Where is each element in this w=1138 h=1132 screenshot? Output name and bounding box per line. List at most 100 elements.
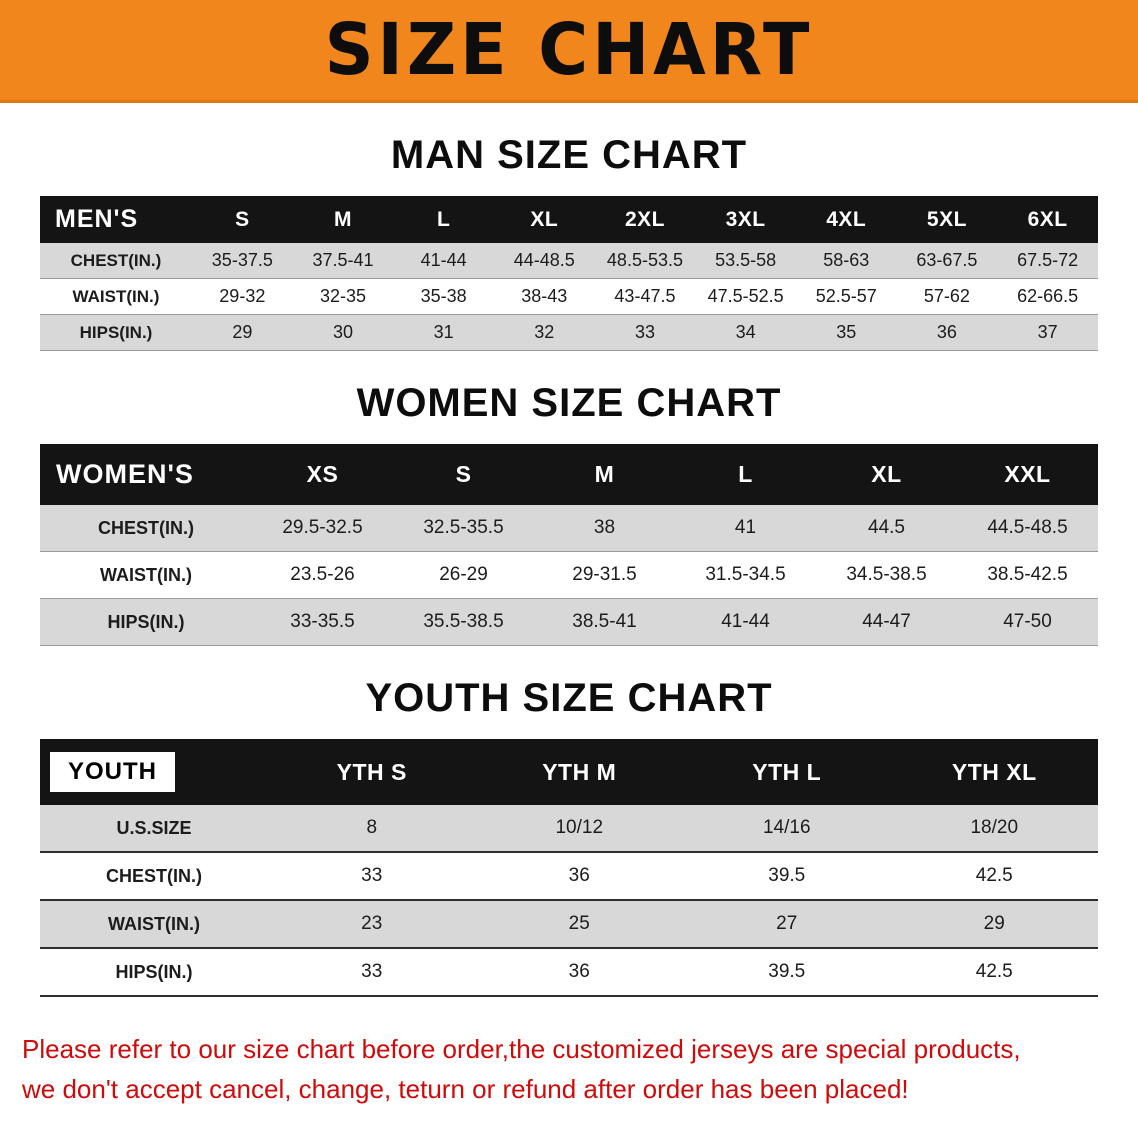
- row-label: WAIST(IN.): [40, 551, 252, 599]
- youth-ussize-row: U.S.SIZE 8 10/12 14/16 18/20: [40, 805, 1098, 853]
- youth-size-header: YTH XL: [890, 739, 1098, 805]
- size-value: 23: [268, 900, 476, 949]
- size-value: 42.5: [890, 852, 1098, 901]
- women-size-header: M: [534, 444, 675, 505]
- size-value: 31: [393, 314, 494, 351]
- size-value: 25: [475, 900, 683, 949]
- size-value: 63-67.5: [896, 243, 998, 279]
- size-value: 62-66.5: [997, 278, 1098, 315]
- size-value: 47-50: [957, 598, 1098, 646]
- size-value: 47.5-52.5: [695, 278, 796, 315]
- size-value: 38-43: [493, 278, 595, 315]
- size-value: 10/12: [475, 805, 683, 853]
- men-size-header: M: [292, 196, 394, 243]
- youth-header-row: YOUTH YTH S YTH M YTH L YTH XL: [40, 739, 1098, 805]
- size-value: 41-44: [675, 598, 816, 646]
- disclaimer-line-1: Please refer to our size chart before or…: [22, 1034, 1021, 1064]
- size-value: 36: [896, 314, 998, 351]
- row-label: CHEST(IN.): [40, 243, 192, 279]
- men-size-header: 2XL: [594, 196, 696, 243]
- youth-size-header: YTH S: [268, 739, 476, 805]
- youth-hips-row: HIPS(IN.) 33 36 39.5 42.5: [40, 948, 1098, 997]
- row-label: CHEST(IN.): [40, 505, 252, 552]
- size-value: 8: [268, 805, 476, 853]
- size-value: 23.5-26: [252, 551, 393, 599]
- size-value: 32.5-35.5: [393, 505, 534, 552]
- size-value: 37: [997, 314, 1098, 351]
- women-size-header: XL: [816, 444, 957, 505]
- size-value: 39.5: [683, 948, 891, 997]
- youth-size-section: YOUTH SIZE CHART YOUTH YTH S YTH M YTH L…: [0, 676, 1138, 997]
- size-value: 34.5-38.5: [816, 551, 957, 599]
- men-size-header: XL: [493, 196, 595, 243]
- size-value: 67.5-72: [997, 243, 1098, 279]
- size-value: 42.5: [890, 948, 1098, 997]
- size-value: 37.5-41: [292, 243, 394, 279]
- row-label: HIPS(IN.): [40, 948, 268, 997]
- youth-size-header: YTH L: [683, 739, 891, 805]
- men-size-header: 6XL: [997, 196, 1098, 243]
- size-value: 43-47.5: [594, 278, 696, 315]
- men-section-heading: MAN SIZE CHART: [390, 133, 748, 177]
- size-value: 35-38: [393, 278, 494, 315]
- size-value: 33: [594, 314, 696, 351]
- women-waist-row: WAIST(IN.) 23.5-26 26-29 29-31.5 31.5-34…: [40, 551, 1098, 599]
- women-hips-row: HIPS(IN.) 33-35.5 35.5-38.5 38.5-41 41-4…: [40, 598, 1098, 646]
- women-section-heading: WOMEN SIZE CHART: [356, 381, 782, 425]
- youth-size-header: YTH M: [475, 739, 683, 805]
- youth-chest-row: CHEST(IN.) 33 36 39.5 42.5: [40, 852, 1098, 901]
- row-label: WAIST(IN.): [40, 278, 192, 315]
- men-table-title: MEN'S: [40, 196, 192, 243]
- women-size-table: WOMEN'S XS S M L XL XXL CHEST(IN.) 29.5-…: [40, 444, 1098, 646]
- men-size-header: L: [393, 196, 494, 243]
- youth-size-table: YOUTH YTH S YTH M YTH L YTH XL U.S.SIZE …: [40, 739, 1098, 997]
- men-size-header: 5XL: [896, 196, 998, 243]
- men-size-header: 3XL: [695, 196, 796, 243]
- size-value: 18/20: [890, 805, 1098, 853]
- size-value: 29-31.5: [534, 551, 675, 599]
- size-value: 27: [683, 900, 891, 949]
- size-value: 58-63: [795, 243, 897, 279]
- women-size-header: XS: [252, 444, 393, 505]
- women-size-header: S: [393, 444, 534, 505]
- size-value: 33: [268, 852, 476, 901]
- women-size-header: L: [675, 444, 816, 505]
- size-value: 41-44: [393, 243, 494, 279]
- size-value: 44-47: [816, 598, 957, 646]
- size-value: 29.5-32.5: [252, 505, 393, 552]
- size-value: 31.5-34.5: [675, 551, 816, 599]
- size-value: 29: [192, 314, 293, 351]
- men-size-header: 4XL: [795, 196, 897, 243]
- size-value: 39.5: [683, 852, 891, 901]
- size-value: 32: [493, 314, 595, 351]
- youth-chip: YOUTH: [50, 752, 175, 792]
- size-value: 29: [890, 900, 1098, 949]
- size-value: 57-62: [896, 278, 998, 315]
- women-size-header: XXL: [957, 444, 1098, 505]
- size-value: 14/16: [683, 805, 891, 853]
- size-value: 30: [292, 314, 394, 351]
- size-value: 38.5-42.5: [957, 551, 1098, 599]
- size-value: 41: [675, 505, 816, 552]
- row-label: HIPS(IN.): [40, 314, 192, 351]
- size-value: 44.5: [816, 505, 957, 552]
- men-header-row: MEN'S S M L XL 2XL 3XL 4XL 5XL 6XL: [40, 196, 1098, 243]
- women-header-row: WOMEN'S XS S M L XL XXL: [40, 444, 1098, 505]
- youth-waist-row: WAIST(IN.) 23 25 27 29: [40, 900, 1098, 949]
- size-value: 36: [475, 948, 683, 997]
- men-size-table: MEN'S S M L XL 2XL 3XL 4XL 5XL 6XL CHEST…: [40, 196, 1098, 351]
- size-value: 35: [795, 314, 897, 351]
- men-chest-row: CHEST(IN.) 35-37.5 37.5-41 41-44 44-48.5…: [40, 243, 1098, 279]
- size-value: 35-37.5: [192, 243, 293, 279]
- size-value: 33-35.5: [252, 598, 393, 646]
- men-hips-row: HIPS(IN.) 29 30 31 32 33 34 35 36 37: [40, 314, 1098, 351]
- youth-section-heading: YOUTH SIZE CHART: [365, 676, 773, 720]
- size-value: 36: [475, 852, 683, 901]
- men-size-header: S: [192, 196, 293, 243]
- size-value: 29-32: [192, 278, 293, 315]
- disclaimer-line-2: we don't accept cancel, change, teturn o…: [22, 1074, 909, 1105]
- size-value: 48.5-53.5: [594, 243, 696, 279]
- size-value: 38.5-41: [534, 598, 675, 646]
- size-value: 52.5-57: [795, 278, 897, 315]
